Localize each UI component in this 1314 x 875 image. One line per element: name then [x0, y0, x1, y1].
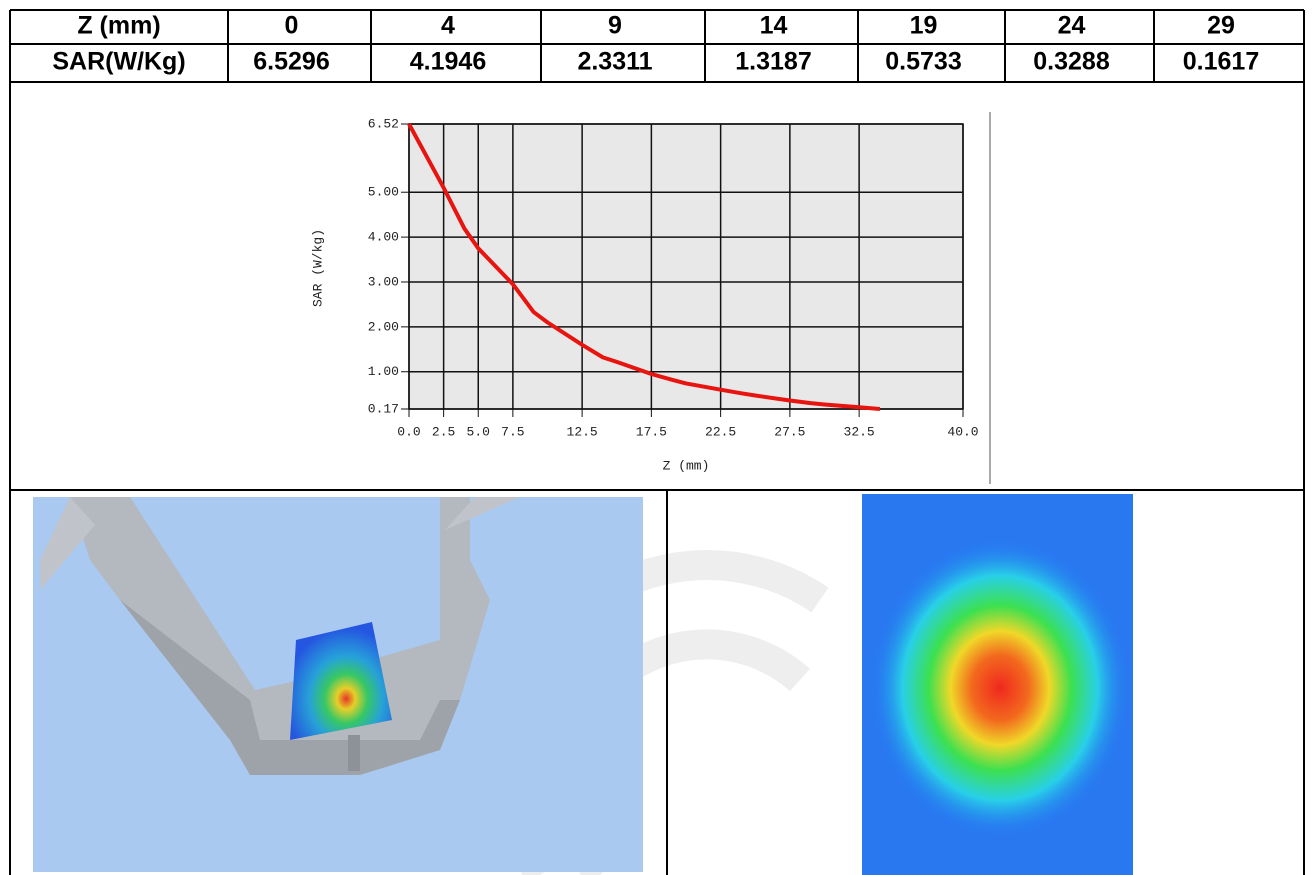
table-cell: 9: [608, 12, 622, 40]
y-axis-label: SAR (W/kg): [310, 229, 325, 307]
table-cell: 2.3311: [577, 48, 652, 76]
x-tick-label: 5.0: [467, 424, 490, 439]
table-grid: [9, 9, 1305, 875]
plot-frame: [408, 123, 964, 410]
plot-area: [409, 124, 963, 409]
y-tick-label: 5.00: [368, 185, 399, 200]
chart: 0.17 1.00 2.00 3.00 4.00 5.00 6.52 0.0 2.5 5.0 7.5…: [368, 116, 979, 439]
table-cell: Z (mm): [77, 12, 160, 40]
table-cell: 4.1946: [410, 48, 486, 76]
y-tick-label: 0.17: [368, 401, 399, 416]
y-tick-label: 6.52: [368, 116, 399, 131]
y-tick-label: 1.00: [368, 364, 399, 379]
table-cell: 0: [285, 12, 299, 40]
table-cell: 0.1617: [1183, 48, 1259, 76]
table-cell: 0.5733: [885, 48, 961, 76]
x-tick-label: 2.5: [432, 424, 455, 439]
x-tick-label: 22.5: [705, 424, 736, 439]
x-tick-label: 7.5: [501, 424, 524, 439]
table-cell: 29: [1207, 12, 1235, 40]
table-cell: 4: [441, 12, 455, 40]
x-axis-label: Z (mm): [663, 458, 710, 473]
table-cell: 6.5296: [253, 48, 329, 76]
table-cell: 0.3288: [1033, 48, 1110, 76]
table-cell: SAR(W/Kg): [52, 48, 185, 76]
x-tick-label: 0.0: [397, 424, 420, 439]
x-tick-label: 32.5: [844, 424, 875, 439]
x-tick-label: 12.5: [567, 424, 598, 439]
table-cell: 19: [910, 12, 938, 40]
table-cell: 14: [760, 12, 788, 40]
column-lines: [227, 10, 1155, 82]
x-tick-label: 27.5: [774, 424, 805, 439]
x-tick-label: 17.5: [636, 424, 667, 439]
table-cells: Z (mm) 0 4 9 14 19 24 29 SAR(W/Kg) 6.5296 4.1946 2.…: [52, 12, 1259, 76]
probe-image: [33, 497, 643, 872]
y-tick-label: 4.00: [368, 230, 399, 245]
y-tick-label: 2.00: [368, 319, 399, 334]
y-tick-label: 3.00: [368, 274, 399, 289]
table-cell: 1.3187: [735, 48, 811, 76]
table-cell: 24: [1058, 12, 1086, 40]
sar-heatmap: [862, 494, 1133, 875]
data-line: [407, 123, 881, 411]
x-tick-label: 40.0: [947, 424, 978, 439]
